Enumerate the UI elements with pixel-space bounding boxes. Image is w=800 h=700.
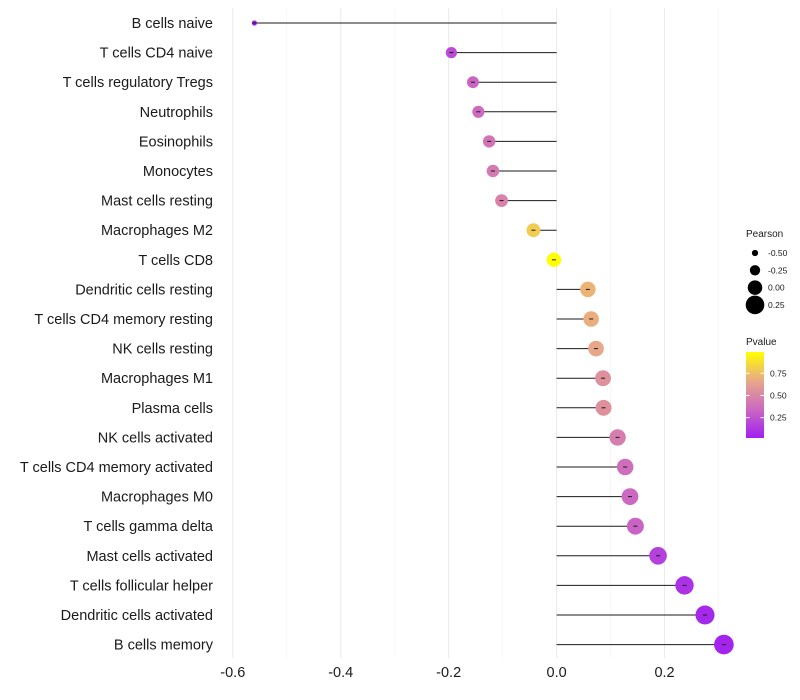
pvalue-legend-title: Pvalue <box>746 337 777 348</box>
category-label: T cells CD8 <box>138 253 213 269</box>
category-label: T cells CD4 naive <box>100 46 213 62</box>
pearson-legend-dot <box>749 265 761 276</box>
pearson-legend-label: 0.00 <box>768 283 785 293</box>
pvalue-legend-label: 0.50 <box>770 390 787 400</box>
category-label: B cells memory <box>114 638 214 654</box>
category-label: T cells gamma delta <box>84 519 214 535</box>
category-label: Dendritic cells resting <box>75 282 213 298</box>
category-label: Macrophages M1 <box>101 371 213 387</box>
category-labels: B cells naive T cells CD4 naive T cells re… <box>20 16 214 654</box>
category-label: NK cells activated <box>98 430 213 446</box>
category-label: Neutrophils <box>140 105 213 121</box>
category-label: T cells CD4 memory activated <box>20 460 213 476</box>
category-label: NK cells resting <box>112 342 213 358</box>
category-label: Macrophages M0 <box>101 490 213 506</box>
x-axis-ticks: -0.6 -0.4 -0.2 0.0 0.2 <box>220 665 674 681</box>
category-label: T cells regulatory Tregs <box>63 75 213 91</box>
category-label: B cells naive <box>132 16 213 32</box>
x-tick-label: -0.4 <box>328 665 353 681</box>
category-label: T cells CD4 memory resting <box>34 312 213 328</box>
lollipop-points <box>251 20 734 655</box>
x-tick-label: -0.6 <box>220 665 245 681</box>
pearson-legend-label: 0.25 <box>768 300 785 310</box>
pearson-legend-dot <box>745 295 765 315</box>
category-label: Eosinophils <box>139 134 213 150</box>
pearson-legend-title: Pearson <box>746 229 783 240</box>
pvalue-legend-label: 0.25 <box>770 413 787 423</box>
category-label: Monocytes <box>143 164 213 180</box>
x-tick-label: -0.2 <box>436 665 461 681</box>
category-label: Dendritic cells activated <box>61 608 213 624</box>
category-label: Macrophages M2 <box>101 223 213 239</box>
x-tick-label: 0.0 <box>547 665 567 681</box>
pvalue-legend-label: 0.75 <box>770 368 787 378</box>
pearson-legend-label: -0.50 <box>768 248 788 258</box>
category-label: Plasma cells <box>132 401 213 417</box>
pearson-legend-dot <box>747 280 763 295</box>
x-tick-label: 0.2 <box>654 665 674 681</box>
pvalue-colorbar <box>746 352 764 438</box>
pearson-legend-label: -0.25 <box>768 265 788 275</box>
category-label: Mast cells activated <box>86 549 213 565</box>
category-label: T cells follicular helper <box>70 578 213 594</box>
category-label: Mast cells resting <box>101 194 213 210</box>
pearson-size-legend: Pearson -0.50 -0.25 0.00 0.25 <box>745 229 788 315</box>
grid-lines <box>232 8 719 658</box>
pvalue-color-legend: Pvalue 0.75 0.50 0.25 <box>746 337 787 438</box>
pearson-legend-dot <box>751 249 759 257</box>
